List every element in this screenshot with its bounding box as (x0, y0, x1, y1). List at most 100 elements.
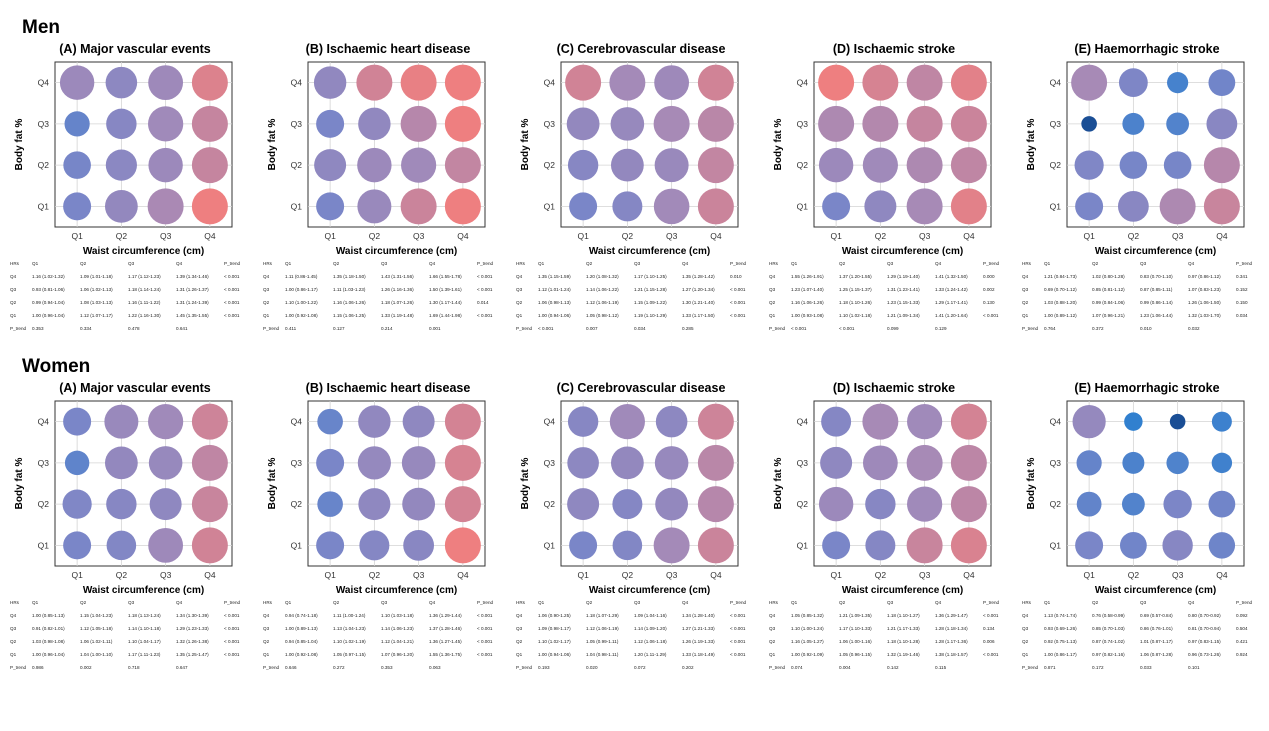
bubble-q4-bf-q2 (1203, 147, 1240, 184)
x-tick-label: Q3 (919, 231, 931, 241)
hr-table-cell: 0.353 (32, 326, 44, 332)
hr-table-row: P_trend 0.764 0.372 0.010 0.032 (1022, 323, 1262, 336)
hr-table-cell: 0.87 (0.74-1.02) (1092, 639, 1125, 645)
hr-table-cell: 0.646 (285, 665, 297, 671)
bubble-q1-bf-q1 (63, 531, 92, 560)
hr-table-cell: 1.11 (1.03-1.23) (333, 287, 366, 293)
bubble-q3-bf-q2 (655, 487, 689, 521)
hr-table-row: Q1 1.00 (0.93-1.08) 1.10 (1.02-1.18) 1.21 (… (769, 310, 1009, 323)
hr-table-cell: 1.35 (1.18-1.50) (333, 274, 366, 280)
hr-table-cell: P_trend (769, 326, 786, 332)
hr-table-cell: < 0.001 (730, 652, 746, 658)
bubble-q1-bf-q3 (316, 448, 345, 477)
hr-table-cell: 0.421 (1236, 639, 1248, 645)
bubble-q2-bf-q3 (357, 446, 391, 480)
hr-table-cell: 1.28 (1.17-1.36) (935, 639, 968, 645)
hr-table-cell: 0.010 (1140, 326, 1152, 332)
hr-table-cell: P_trend (516, 326, 533, 332)
hr-table-cell: 1.29 (1.17-1.41) (935, 300, 968, 306)
panel-title: (B) Ischaemic heart disease (305, 381, 471, 395)
x-tick-label: Q2 (369, 231, 381, 241)
hr-table-row: Q2 0.94 (0.85-1.04) 1.10 (1.02-1.19) 1.12 (… (263, 636, 503, 649)
hr-table-cell: 1.55 (1.36-1.75) (429, 652, 462, 658)
y-axis-label: Body fat % (773, 119, 784, 171)
hr-table-cell: Q1 (538, 261, 545, 267)
hr-table-cell: 1.17 (1.10-1.33) (839, 626, 872, 632)
y-tick-label: Q4 (544, 78, 556, 88)
bubble-q1-bf-q1 (1075, 192, 1104, 221)
x-tick-label: Q4 (204, 570, 216, 580)
bubble-q3-bf-q3 (654, 446, 689, 480)
panel-title: (A) Major vascular events (59, 381, 211, 395)
bubble-q1-bf-q3 (818, 105, 855, 142)
hr-table-cell: 0.647 (176, 665, 188, 671)
hr-table-cell: < 0.001 (477, 274, 493, 280)
hr-table-cell: Q1 (1044, 261, 1051, 267)
bubble-q2-bf-q1 (1119, 531, 1147, 559)
hr-table-cell: 1.00 (0.96-1.04) (32, 652, 65, 658)
hr-table-row: Q2 0.99 (0.94-1.04) 1.08 (1.03-1.13) 1.16 (… (10, 297, 250, 310)
hr-table-cell: Q3 (887, 261, 894, 267)
hr-table-cell: 0.924 (1236, 652, 1248, 658)
hr-table-cell: < 0.001 (791, 326, 807, 332)
bubble-q2-bf-q4 (609, 64, 646, 101)
bubble-q3-bf-q4 (400, 64, 437, 101)
hr-table-cell: 0.93 (0.69-1.26) (1044, 626, 1077, 632)
x-tick-label: Q3 (666, 231, 678, 241)
hr-table-cell: HRs (10, 600, 19, 606)
bubble-q3-bf-q1 (400, 188, 437, 225)
hr-table-cell: 1.21 (1.09-1.35) (839, 613, 872, 619)
hr-table-cell: Q1 (769, 313, 776, 319)
hr-table-cell: 1.37 (1.28-1.46) (429, 626, 462, 632)
bubble-q2-bf-q1 (104, 189, 138, 223)
hr-table-cell: 1.00 (0.86-1.17) (1044, 652, 1077, 658)
hr-table-cell: Q1 (1022, 313, 1029, 319)
hr-table-cell: 0.002 (80, 665, 92, 671)
y-tick-label: Q2 (544, 499, 556, 509)
hr-table-cell: 1.32 (1.03-1.70) (1188, 313, 1221, 319)
hr-table-cell: 1.00 (0.85-1.13) (32, 613, 65, 619)
x-tick-label: Q4 (457, 231, 469, 241)
x-tick-label: Q2 (116, 231, 128, 241)
hr-table-cell: 1.18 (1.13-1.24) (128, 613, 161, 619)
hr-table-cell: 1.27 (1.20-1.34) (682, 287, 715, 293)
hr-table-cell: < 0.001 (224, 300, 240, 306)
hr-table-cell: P_trend (477, 261, 494, 267)
hr-table-cell: Q4 (682, 261, 689, 267)
hr-table-cell: < 0.001 (224, 274, 240, 280)
hr-table-cell: < 0.001 (477, 626, 493, 632)
x-axis-label: Waist circumference (cm) (589, 585, 710, 596)
bubble-q4-bf-q1 (191, 527, 228, 564)
bubble-q4-bf-q2 (950, 486, 987, 523)
bubble-q4-bf-q4 (444, 64, 481, 101)
hr-table-cell: 1.33 (1.19-1.48) (381, 313, 414, 319)
hr-table-row: Q2 1.06 (0.98-1.13) 1.12 (1.06-1.19) 1.15 (… (516, 297, 756, 310)
hr-table-cell: 0.91 (0.82-1.01) (32, 626, 65, 632)
hr-table-cell: < 0.001 (730, 313, 746, 319)
bubble-q2-bf-q3 (1122, 112, 1145, 135)
hr-table-cell: Q1 (263, 652, 270, 658)
hr-table-row: Q3 0.93 (0.69-1.26) 0.85 (0.70-1.03) 0.86 (… (1022, 623, 1262, 636)
hr-table-row: Q3 1.10 (1.00-1.24) 1.17 (1.10-1.33) 1.21 (… (769, 623, 1009, 636)
hr-table-row: Q3 1.12 (1.01-1.24) 1.14 (1.06-1.22) 1.21 (… (516, 284, 756, 297)
hr-table-cell: 1.66 (1.55-1.78) (429, 274, 462, 280)
hr-table-cell: 0.214 (381, 326, 393, 332)
hr-table-row: Q4 1.13 (0.74-1.74) 0.76 (0.58-0.99) 0.69 (… (1022, 610, 1262, 623)
hr-table-cell: Q4 (10, 274, 17, 280)
hr-table: HRs Q1 Q2 Q3 Q4 P_trend Q4 0.94 (0.74-1.18) 1.11… (263, 597, 503, 675)
hr-table-cell: 0.101 (1188, 665, 1200, 671)
bubble-q3-bf-q4 (655, 405, 688, 438)
hr-table-cell: 1.06 (0.87-1.28) (1140, 652, 1173, 658)
bubble-q3-bf-q3 (148, 446, 183, 480)
y-tick-label: Q2 (38, 160, 50, 170)
hr-table-cell: 1.33 (1.18-1.49) (682, 652, 715, 658)
hr-table-row: Q2 0.92 (0.75-1.13) 0.87 (0.74-1.02) 1.01 (… (1022, 636, 1262, 649)
x-tick-label: Q3 (413, 570, 425, 580)
hr-table-cell: Q4 (1022, 613, 1029, 619)
panel-title: (C) Cerebrovascular disease (556, 42, 726, 56)
x-tick-label: Q1 (1083, 231, 1095, 241)
bubble-q4-bf-q4 (191, 64, 228, 101)
y-tick-label: Q2 (544, 160, 556, 170)
x-tick-label: Q1 (324, 231, 336, 241)
